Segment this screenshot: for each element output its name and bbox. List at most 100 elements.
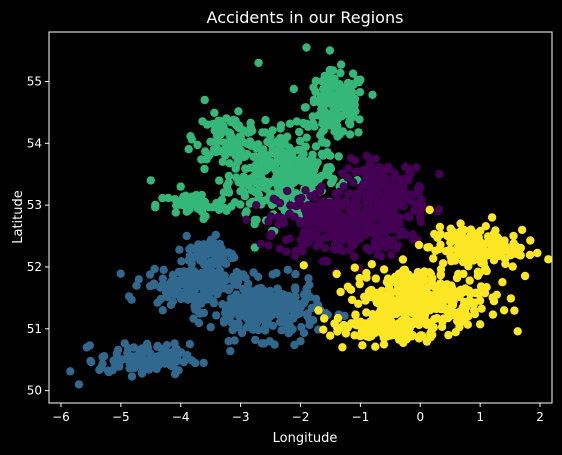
scatter-point-cluster-1 [399, 182, 408, 192]
scatter-point-cluster-2 [116, 269, 125, 278]
x-tick-label: 1 [476, 410, 484, 424]
scatter-point-cluster-3 [402, 274, 412, 284]
scatter-point-cluster-0 [254, 58, 263, 68]
scatter-point-cluster-2 [98, 352, 107, 362]
scatter-point-cluster-0 [251, 152, 260, 161]
scatter-point-cluster-0 [276, 124, 285, 133]
scatter-point-cluster-3 [520, 271, 530, 281]
scatter-point-cluster-2 [124, 344, 133, 353]
scatter-point-cluster-3 [426, 320, 435, 329]
scatter-point-cluster-0 [225, 159, 234, 168]
x-tick-label: −2 [292, 410, 310, 424]
scatter-point-cluster-0 [236, 146, 245, 155]
scatter-point-cluster-2 [248, 325, 258, 334]
scatter-point-cluster-0 [263, 151, 273, 160]
scatter-point-cluster-0 [290, 170, 300, 179]
scatter-point-cluster-3 [475, 296, 485, 305]
scatter-point-cluster-3 [299, 261, 308, 270]
scatter-point-cluster-2 [86, 356, 95, 366]
scatter-point-cluster-3 [526, 236, 535, 245]
scatter-point-cluster-0 [299, 155, 308, 164]
scatter-point-cluster-2 [104, 367, 114, 377]
scatter-point-cluster-3 [381, 292, 390, 301]
scatter-point-cluster-3 [343, 323, 352, 332]
scatter-point-cluster-3 [438, 259, 448, 268]
scatter-point-cluster-1 [362, 199, 372, 208]
scatter-point-cluster-2 [191, 358, 200, 368]
scatter-point-cluster-3 [431, 246, 440, 255]
scatter-point-cluster-0 [218, 157, 227, 166]
scatter-point-cluster-0 [299, 118, 308, 128]
scatter-point-cluster-0 [346, 89, 356, 98]
scatter-point-cluster-0 [176, 182, 185, 191]
scatter-point-cluster-0 [289, 84, 298, 94]
scatter-point-cluster-0 [279, 180, 289, 189]
scatter-point-cluster-1 [389, 212, 398, 221]
scatter-point-cluster-1 [264, 217, 273, 226]
scatter-point-cluster-1 [269, 194, 278, 203]
scatter-point-cluster-3 [425, 243, 434, 252]
scatter-point-cluster-2 [291, 292, 300, 301]
scatter-point-cluster-0 [318, 92, 328, 101]
scatter-point-cluster-0 [251, 160, 261, 169]
scatter-point-cluster-2 [175, 245, 184, 254]
scatter-point-cluster-2 [137, 356, 146, 365]
scatter-point-cluster-2 [228, 301, 237, 310]
scatter-point-cluster-1 [324, 233, 333, 242]
scatter-point-cluster-2 [206, 280, 215, 290]
scatter-point-cluster-1 [416, 212, 425, 222]
y-tick-label: 54 [27, 136, 42, 150]
scatter-point-cluster-3 [508, 262, 517, 271]
scatter-point-cluster-0 [285, 119, 295, 128]
scatter-point-cluster-0 [280, 159, 289, 168]
scatter-point-cluster-0 [151, 203, 160, 212]
scatter-point-cluster-1 [350, 252, 359, 261]
scatter-point-cluster-2 [272, 268, 281, 278]
points-layer [66, 43, 553, 389]
scatter-point-cluster-1 [360, 191, 370, 200]
scatter-point-cluster-2 [286, 323, 295, 332]
scatter-point-cluster-1 [409, 235, 418, 244]
scatter-point-cluster-2 [203, 240, 212, 249]
scatter-point-cluster-0 [346, 120, 355, 129]
scatter-point-cluster-3 [446, 287, 456, 297]
scatter-point-cluster-2 [179, 290, 189, 299]
scatter-point-cluster-2 [304, 274, 313, 283]
scatter-point-cluster-2 [185, 340, 194, 349]
scatter-point-cluster-1 [383, 234, 392, 244]
scatter-point-cluster-1 [320, 215, 330, 224]
scatter-point-cluster-0 [318, 105, 327, 114]
scatter-point-cluster-1 [404, 190, 413, 199]
scatter-point-cluster-2 [260, 339, 269, 348]
scatter-point-cluster-3 [401, 291, 410, 300]
scatter-point-cluster-0 [243, 128, 253, 137]
scatter-point-cluster-0 [231, 151, 240, 161]
scatter-point-cluster-0 [208, 119, 218, 129]
scatter-point-cluster-3 [364, 332, 374, 342]
scatter-point-cluster-0 [258, 158, 267, 168]
scatter-point-cluster-2 [85, 341, 95, 350]
scatter-point-cluster-2 [145, 281, 155, 291]
scatter-point-cluster-0 [323, 99, 332, 108]
y-tick-label: 53 [27, 198, 42, 212]
scatter-point-cluster-3 [417, 289, 426, 298]
scatter-point-cluster-2 [132, 281, 141, 290]
scatter-point-cluster-1 [401, 230, 411, 239]
scatter-point-cluster-3 [456, 219, 465, 228]
scatter-point-cluster-3 [475, 320, 485, 329]
scatter-point-cluster-3 [405, 283, 414, 292]
scatter-point-cluster-0 [215, 116, 225, 126]
scatter-point-cluster-3 [389, 330, 399, 339]
scatter-point-cluster-2 [290, 340, 299, 350]
scatter-point-cluster-2 [285, 316, 295, 325]
scatter-point-cluster-1 [264, 241, 273, 250]
scatter-point-cluster-3 [448, 231, 457, 240]
scatter-point-cluster-2 [240, 286, 249, 296]
scatter-point-cluster-2 [211, 230, 220, 240]
scatter-point-cluster-3 [451, 311, 460, 320]
scatter-point-cluster-3 [367, 260, 376, 269]
scatter-point-cluster-2 [212, 285, 221, 294]
scatter-point-cluster-0 [146, 176, 155, 185]
scatter-point-cluster-2 [302, 284, 311, 293]
scatter-point-cluster-1 [349, 178, 358, 187]
